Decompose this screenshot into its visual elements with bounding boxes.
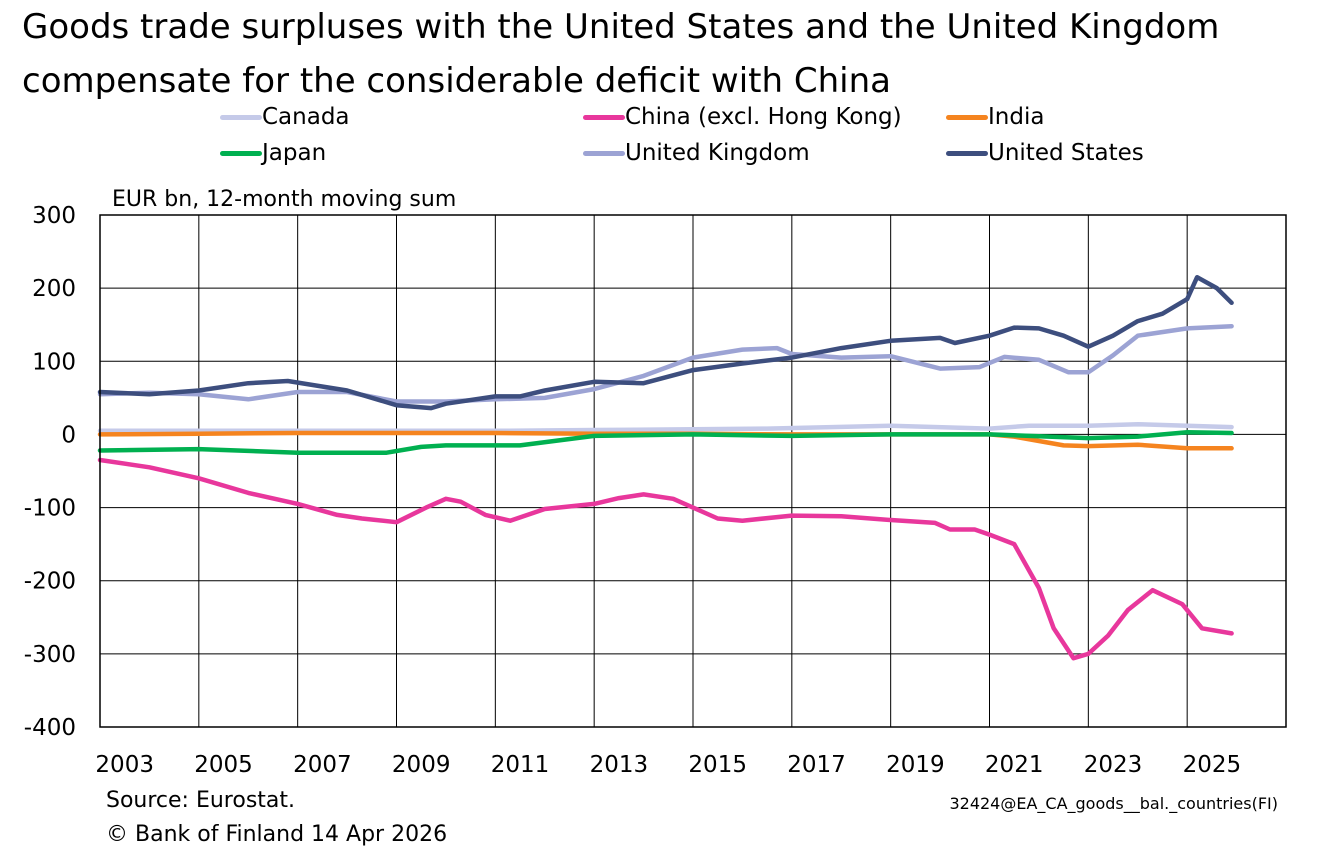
x-tick-label: 2019 <box>886 752 945 778</box>
legend-swatch-canada <box>220 114 262 120</box>
legend-label-canada: Canada <box>262 104 350 130</box>
legend-item-united-states: United States <box>946 136 1144 170</box>
y-axis-label: EUR bn, 12-month moving sum <box>112 187 456 212</box>
x-tick-label: 2005 <box>194 752 253 778</box>
legend-item-japan: Japan <box>220 136 326 170</box>
legend-item-canada: Canada <box>220 100 350 134</box>
legend-item-india: India <box>946 100 1044 134</box>
y-tick-label: -100 <box>24 496 76 522</box>
x-tick-label: 2021 <box>985 752 1044 778</box>
y-tick-label: 0 <box>61 422 76 448</box>
series-line-china <box>97 457 1234 661</box>
series-line-united-states <box>97 274 1234 411</box>
series-line-japan <box>97 429 1234 455</box>
series-line-canada <box>97 421 1234 434</box>
y-tick-labels: 300 200 100 0 -100 -200 -300 -400 <box>24 203 76 741</box>
legend-label-china: China (excl. Hong Kong) <box>625 104 902 130</box>
x-tick-label: 2015 <box>688 752 747 778</box>
source-note: Source: Eurostat. <box>106 788 296 813</box>
legend-swatch-united-kingdom <box>583 150 625 156</box>
legend-label-united-kingdom: United Kingdom <box>625 140 810 166</box>
legend-label-india: India <box>988 104 1045 130</box>
legend-item-china: China (excl. Hong Kong) <box>583 100 902 134</box>
x-tick-label: 2017 <box>787 752 846 778</box>
x-tick-label: 2013 <box>590 752 649 778</box>
x-tick-labels: 2003 2005 2007 2009 2011 2013 2015 2017 2019 2021… <box>95 752 1241 778</box>
y-tick-label: 100 <box>32 349 76 375</box>
series-code: 32424@EA_CA_goods__bal._countries(FI) <box>949 794 1278 813</box>
legend-swatch-japan <box>220 150 262 156</box>
y-tick-label: 200 <box>32 276 76 302</box>
x-tick-label: 2007 <box>293 752 352 778</box>
x-tick-label: 2009 <box>392 752 451 778</box>
chart-legend: Canada China (excl. Hong Kong) India Jap… <box>0 100 1318 172</box>
y-tick-label: -300 <box>24 642 76 668</box>
x-tick-label: 2003 <box>95 752 154 778</box>
legend-swatch-united-states <box>946 150 988 156</box>
chart-title-line1: Goods trade surpluses with the United St… <box>22 7 1220 47</box>
legend-label-japan: Japan <box>262 140 327 166</box>
legend-swatch-india <box>946 114 988 120</box>
copyright-note: © Bank of Finland 14 Apr 2026 <box>106 822 448 847</box>
chart-grid <box>100 214 1286 728</box>
plot-area-frame <box>99 214 1287 728</box>
legend-label-united-states: United States <box>988 140 1144 166</box>
x-tick-label: 2025 <box>1183 752 1242 778</box>
chart-series-lines <box>97 274 1234 661</box>
y-tick-label: -200 <box>24 569 76 595</box>
line-chart: EUR bn, 12-month moving sum 300 200 100 0 -1… <box>24 187 1287 778</box>
y-tick-label: 300 <box>32 203 76 229</box>
series-line-united-kingdom <box>97 323 1234 404</box>
y-tick-label: -400 <box>24 715 76 741</box>
chart-title: Goods trade surpluses with the United St… <box>22 0 1302 108</box>
chart-title-line2: compensate for the considerable deficit … <box>22 61 891 101</box>
legend-item-united-kingdom: United Kingdom <box>583 136 810 170</box>
x-tick-label: 2011 <box>491 752 550 778</box>
legend-swatch-china <box>583 114 625 120</box>
x-tick-label: 2023 <box>1084 752 1143 778</box>
